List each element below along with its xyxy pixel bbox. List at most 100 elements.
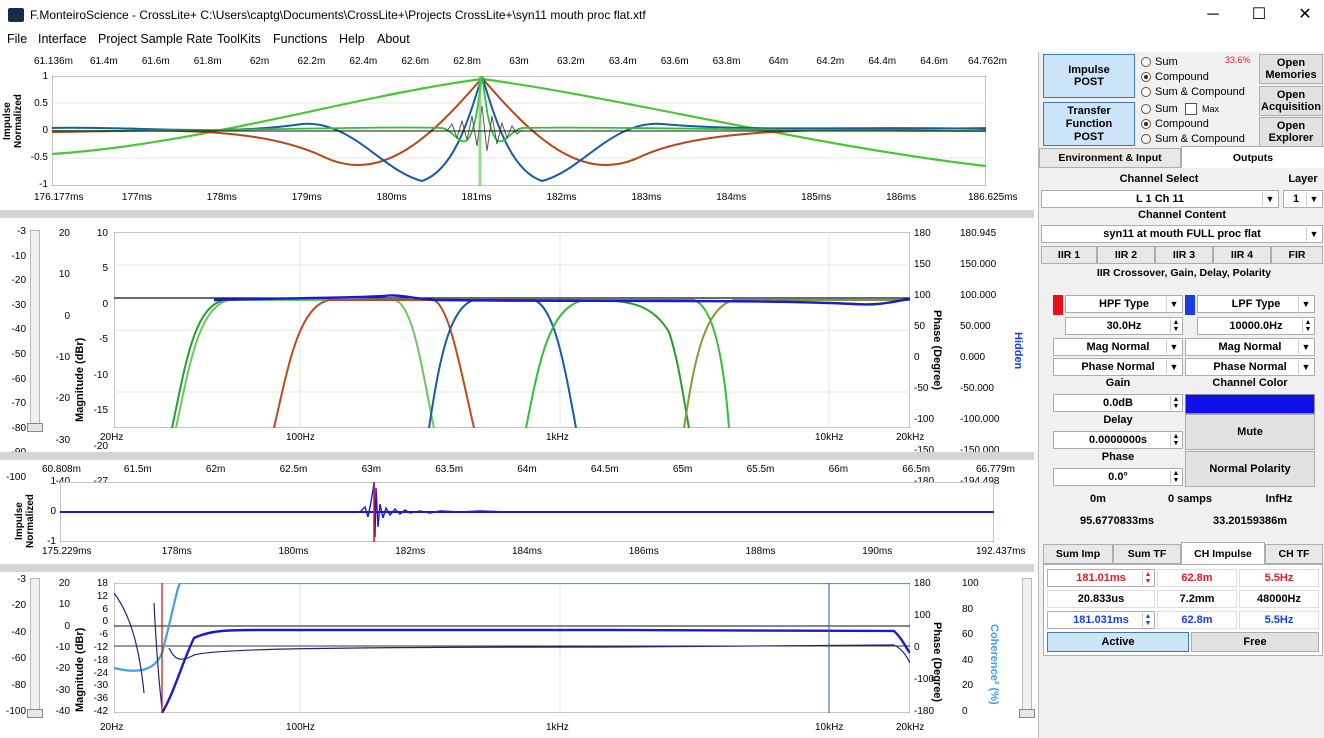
menu-functions[interactable]: Functions <box>273 32 328 46</box>
transfer-function-traces[interactable] <box>114 583 910 713</box>
coherence-range-slider[interactable] <box>1019 578 1035 718</box>
tab-ch-tf[interactable]: CH TF <box>1265 544 1323 564</box>
plot-separator[interactable] <box>0 210 1034 218</box>
title-bar: F.MonteiroScience - CrossLite+ C:\Users\… <box>0 0 1324 30</box>
plot-separator[interactable] <box>0 452 1034 460</box>
channel-content-dropdown[interactable]: syn11 at mouth FULL proc flat ▼ <box>1041 225 1323 243</box>
spinner-arrows-icon[interactable]: ▲ ▼ <box>1170 470 1181 484</box>
axis-tick-label: 60.808m <box>42 464 81 475</box>
axis-tick-label: 10 <box>58 269 70 281</box>
impulse-trace-2[interactable] <box>60 482 994 542</box>
gain-field[interactable]: 0.0dB ▲ ▼ <box>1053 394 1183 412</box>
maximize-button[interactable]: ☐ <box>1251 6 1267 23</box>
radio-sum-compound-2[interactable]: Sum & Compound <box>1141 133 1245 145</box>
tab-iir-2[interactable]: IIR 2 <box>1097 246 1155 264</box>
spinner-arrows-icon[interactable]: ▲ ▼ <box>1142 613 1153 627</box>
sample-rate: 48000Hz <box>1239 590 1319 608</box>
tab-fir[interactable]: FIR <box>1271 246 1323 264</box>
slider-thumb[interactable] <box>27 423 43 432</box>
axis-tick-label: 10kHz <box>815 432 844 443</box>
radio-sum-2[interactable]: Sum <box>1141 103 1178 115</box>
hpf-phase-dropdown[interactable]: Phase Normal ▼ <box>1053 358 1183 376</box>
menu-about[interactable]: About <box>377 32 410 46</box>
phase-label: Phase <box>1101 451 1135 463</box>
tab-sum-tf[interactable]: Sum TF <box>1113 544 1181 564</box>
axis-tick-label: 180.945 <box>960 228 997 239</box>
axis-tick-label: 0 <box>914 352 920 363</box>
axis-tick-label: 62.8m <box>453 56 481 67</box>
impulse-traces[interactable] <box>52 76 986 186</box>
lpf-frequency-field[interactable]: 10000.0Hz ▲ ▼ <box>1197 317 1315 335</box>
max-checkbox[interactable] <box>1185 103 1197 115</box>
channel-select-dropdown[interactable]: L 1 Ch 11 ▼ <box>1041 190 1279 208</box>
axis-tick-label: 0.000 <box>960 352 986 363</box>
spinner-arrows-icon[interactable]: ▲ ▼ <box>1302 319 1313 333</box>
axis-tick-label: 176.177ms <box>34 192 84 203</box>
axis-tick-label: -60 <box>11 373 26 385</box>
right-control-panel: Impulse POST Transfer Function POST 33.6… <box>1038 52 1324 738</box>
lpf-type-dropdown[interactable]: LPF Type ▼ <box>1197 295 1315 313</box>
menu-file[interactable]: File <box>7 32 28 46</box>
magnitude-phase-traces[interactable] <box>114 232 910 428</box>
phase-field[interactable]: 0.0° ▲ ▼ <box>1053 468 1183 486</box>
spinner-arrows-icon[interactable]: ▲ ▼ <box>1142 571 1153 585</box>
radio-compound-2[interactable]: Compound <box>1141 118 1209 130</box>
axis-tick-label: 65.5m <box>746 464 775 475</box>
tab-iir-4[interactable]: IIR 4 <box>1213 246 1271 264</box>
gain-range-slider-2[interactable] <box>27 578 43 718</box>
axis-tick-label: 0 <box>914 642 920 653</box>
normal-polarity-button[interactable]: Normal Polarity <box>1185 451 1315 487</box>
axis-tick-label: 192.437ms <box>976 546 1026 557</box>
radio-compound-1[interactable]: Compound <box>1141 71 1209 83</box>
spinner-arrows-icon[interactable]: ▲ ▼ <box>1170 396 1181 410</box>
menu-toolkits[interactable]: ToolKits <box>217 32 261 46</box>
impulse-post-button[interactable]: Impulse POST <box>1043 54 1135 98</box>
axis-tick-label: 181ms <box>461 192 492 203</box>
axis-tick-label: -150.000 <box>960 445 1000 456</box>
tab-iir-1[interactable]: IIR 1 <box>1041 246 1097 264</box>
hidden-label: Hidden <box>1012 332 1024 370</box>
axis-tick-label: 178ms <box>161 546 192 557</box>
gain-range-slider[interactable] <box>27 230 43 432</box>
slider-thumb[interactable] <box>27 709 43 718</box>
axis-tick-label: 0 <box>962 706 968 717</box>
tab-sum-imp[interactable]: Sum Imp <box>1043 544 1113 564</box>
plot-separator[interactable] <box>0 564 1034 572</box>
open-acquisition-button[interactable]: Open Acquisition <box>1259 86 1323 116</box>
free-button[interactable]: Free <box>1191 632 1319 652</box>
tab-ch-impulse[interactable]: CH Impulse <box>1181 542 1265 564</box>
slider-thumb[interactable] <box>1019 709 1035 718</box>
tab-environment-input[interactable]: Environment & Input <box>1039 148 1181 168</box>
spinner-arrows-icon[interactable]: ▲ ▼ <box>1170 433 1181 447</box>
hpf-frequency-field[interactable]: 30.0Hz ▲ ▼ <box>1065 317 1183 335</box>
radio-sum-compound-1[interactable]: Sum & Compound <box>1141 86 1245 98</box>
impulse-plot-top: Impulse Normalized 61.136m 61.4m 61.6m 61.8… <box>0 52 1034 208</box>
minimize-button[interactable]: ─ <box>1207 6 1219 23</box>
active-button[interactable]: Active <box>1047 632 1189 652</box>
hpf-mag-dropdown[interactable]: Mag Normal ▼ <box>1053 338 1183 356</box>
lpf-mag-dropdown[interactable]: Mag Normal ▼ <box>1185 338 1315 356</box>
axis-tick-label: 63.8m <box>712 56 741 67</box>
mute-button[interactable]: Mute <box>1185 414 1315 450</box>
close-button[interactable]: ✕ <box>1298 6 1312 23</box>
cursor-a-time[interactable]: 181.01ms ▲ ▼ <box>1047 569 1155 587</box>
menu-project-sample-rate[interactable]: Project Sample Rate <box>98 32 213 46</box>
open-explorer-button[interactable]: Open Explorer <box>1259 117 1323 147</box>
axis-tick-label: 62.6m <box>401 56 430 67</box>
radio-sum-1[interactable]: Sum <box>1141 56 1178 68</box>
lpf-phase-dropdown[interactable]: Phase Normal ▼ <box>1185 358 1315 376</box>
hpf-type-dropdown[interactable]: HPF Type ▼ <box>1065 295 1183 313</box>
menu-help[interactable]: Help <box>339 32 365 46</box>
axis-tick-label: 100 <box>914 610 931 621</box>
open-memories-button[interactable]: Open Memories <box>1259 54 1323 84</box>
tab-outputs[interactable]: Outputs <box>1181 146 1324 168</box>
menu-interface[interactable]: Interface <box>38 32 87 46</box>
cursor-b-time[interactable]: 181.031ms ▲ ▼ <box>1047 611 1155 629</box>
transfer-function-post-button[interactable]: Transfer Function POST <box>1043 102 1135 146</box>
layer-dropdown[interactable]: 1 ▼ <box>1283 190 1323 208</box>
tab-iir-3[interactable]: IIR 3 <box>1155 246 1213 264</box>
channel-color-swatch[interactable] <box>1185 394 1315 414</box>
spinner-arrows-icon[interactable]: ▲ ▼ <box>1170 319 1181 333</box>
axis-tick-label: 63.2m <box>556 56 585 67</box>
delay-field[interactable]: 0.0000000s ▲ ▼ <box>1053 431 1183 449</box>
